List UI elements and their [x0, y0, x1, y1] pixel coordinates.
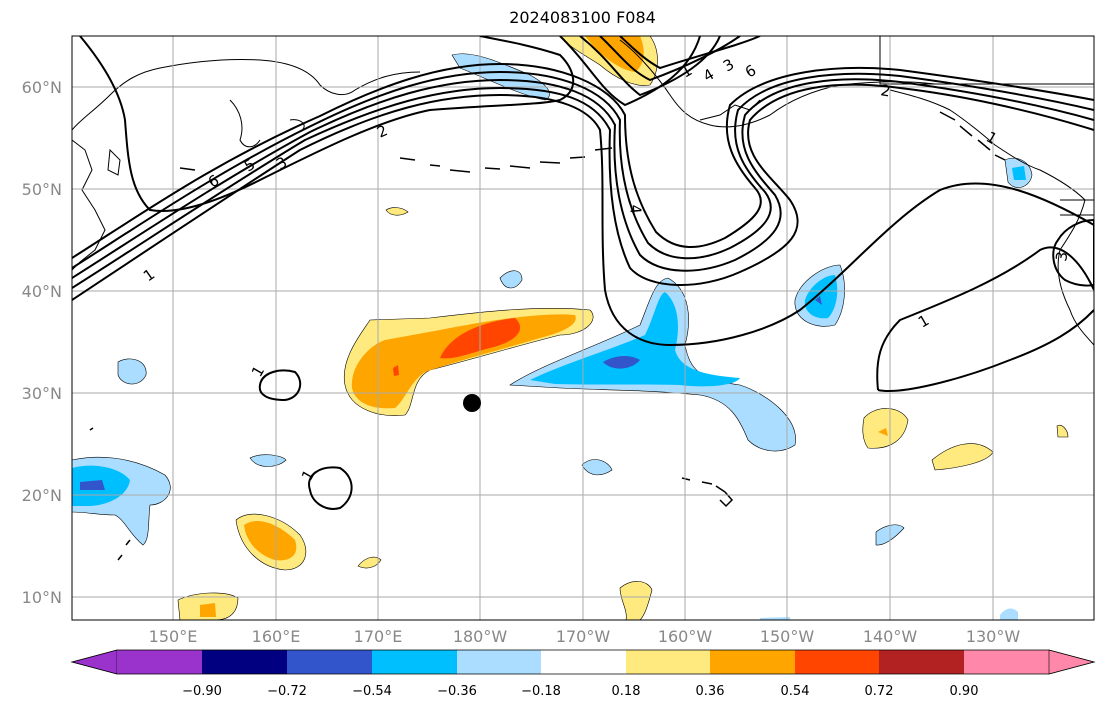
colorbar-extend-low [70, 649, 118, 675]
colorbar-swatch [710, 650, 795, 674]
lat-label: 40°N [22, 282, 62, 301]
storm-position-marker [463, 394, 481, 412]
warm-spot [931, 443, 994, 471]
warm-spot [385, 207, 409, 216]
lat-label: 50°N [22, 180, 62, 199]
contour-label: 3 [720, 55, 737, 75]
colorbar-swatch [202, 650, 287, 674]
colorbar-swatch [457, 650, 541, 674]
warm-spot [1056, 425, 1069, 438]
warm-spot-inner [878, 428, 888, 436]
contour-label: 5 [241, 155, 258, 175]
graticule [72, 36, 1094, 620]
cold-spot [1000, 608, 1018, 620]
colorbar-swatch [964, 650, 1049, 674]
contour-label: 1 [298, 467, 318, 484]
cold-core-west [80, 480, 105, 490]
cold-spot [117, 358, 147, 385]
warm-spot [619, 581, 653, 620]
map-title: 2024083100 F084 [509, 8, 656, 27]
lon-label: 140°W [863, 627, 918, 646]
warm-area-sw-inner [244, 520, 297, 561]
lon-label: 170°W [556, 627, 611, 646]
colorbar-swatch [117, 650, 202, 674]
colorbar: −0.90 −0.72 −0.54 −0.36 −0.18 0.18 0.36 … [70, 649, 1096, 699]
colorbar-extend-high [1048, 649, 1096, 675]
colorbar-ticks: −0.90 −0.72 −0.54 −0.36 −0.18 0.18 0.36 … [182, 684, 978, 699]
contour-label: 6 [742, 61, 759, 81]
lon-label: 180°W [453, 627, 508, 646]
colorbar-tick: 0.36 [696, 684, 725, 699]
lon-label: 150°E [149, 627, 198, 646]
lon-label: 170°E [354, 627, 403, 646]
colorbar-tick: −0.18 [521, 684, 561, 699]
colorbar-tick: −0.90 [182, 684, 222, 699]
lat-label: 60°N [22, 78, 62, 97]
colorbar-swatch [541, 650, 626, 674]
contour-label: 2 [374, 121, 390, 141]
colorbar-tick: 0.90 [950, 684, 979, 699]
lon-label: 160°W [658, 627, 713, 646]
warm-spot [357, 556, 382, 569]
lon-label: 160°E [252, 627, 301, 646]
lat-label: 30°N [22, 384, 62, 403]
lon-label: 130°W [966, 627, 1021, 646]
plot-frame [71, 35, 1095, 621]
colorbar-tick: −0.72 [267, 684, 307, 699]
cold-spot [499, 270, 523, 289]
cold-core-central [603, 356, 640, 369]
colorbar-tick: −0.36 [437, 684, 477, 699]
contour-label: 1 [678, 61, 695, 81]
colorbar-tick: 0.54 [781, 684, 810, 699]
contour-label: 1 [140, 265, 158, 285]
colorbar-tick: 0.72 [865, 684, 894, 699]
contour-label: 4 [700, 65, 717, 85]
cold-spot [760, 617, 790, 620]
contour-label: 4 [626, 204, 645, 215]
cold-area-central-inner [530, 292, 740, 387]
contour-label: 3 [1052, 250, 1071, 263]
contour-labels: 1 2 3 4 5 6 1 1 1 4 1 3 6 2 1 3 [140, 55, 1072, 484]
lon-label: 150°W [760, 627, 815, 646]
cold-spot [581, 459, 613, 476]
contour-label: 1 [915, 311, 932, 331]
colorbar-outline [70, 649, 1096, 675]
colorbar-tick: −0.54 [352, 684, 392, 699]
colorbar-swatch [287, 650, 372, 674]
latitude-labels: 60°N 50°N 40°N 30°N 20°N 10°N [22, 78, 62, 607]
contours [72, 36, 1094, 510]
cold-spot-inner [1012, 166, 1026, 180]
lat-label: 20°N [22, 486, 62, 505]
warm-spot-inner [200, 603, 216, 617]
colorbar-swatch [795, 650, 879, 674]
contour-label: 2 [879, 81, 892, 100]
colorbar-swatch [372, 650, 457, 674]
contour-label: 1 [983, 128, 1000, 148]
cold-core-east [815, 296, 822, 305]
cold-spot [451, 53, 550, 101]
colorbar-swatch [626, 650, 710, 674]
lat-label: 10°N [22, 588, 62, 607]
colorbar-swatch [879, 650, 964, 674]
warm-area-central-inner [351, 314, 576, 409]
coastlines [72, 36, 1094, 561]
hot-speck [393, 365, 399, 376]
colorbar-tick: 0.18 [612, 684, 641, 699]
contour-label: 1 [248, 363, 268, 380]
longitude-labels: 150°E 160°E 170°E 180°W 170°W 160°W 150°… [149, 627, 1021, 646]
cold-spot [249, 454, 287, 467]
shading-layer [72, 36, 1069, 620]
